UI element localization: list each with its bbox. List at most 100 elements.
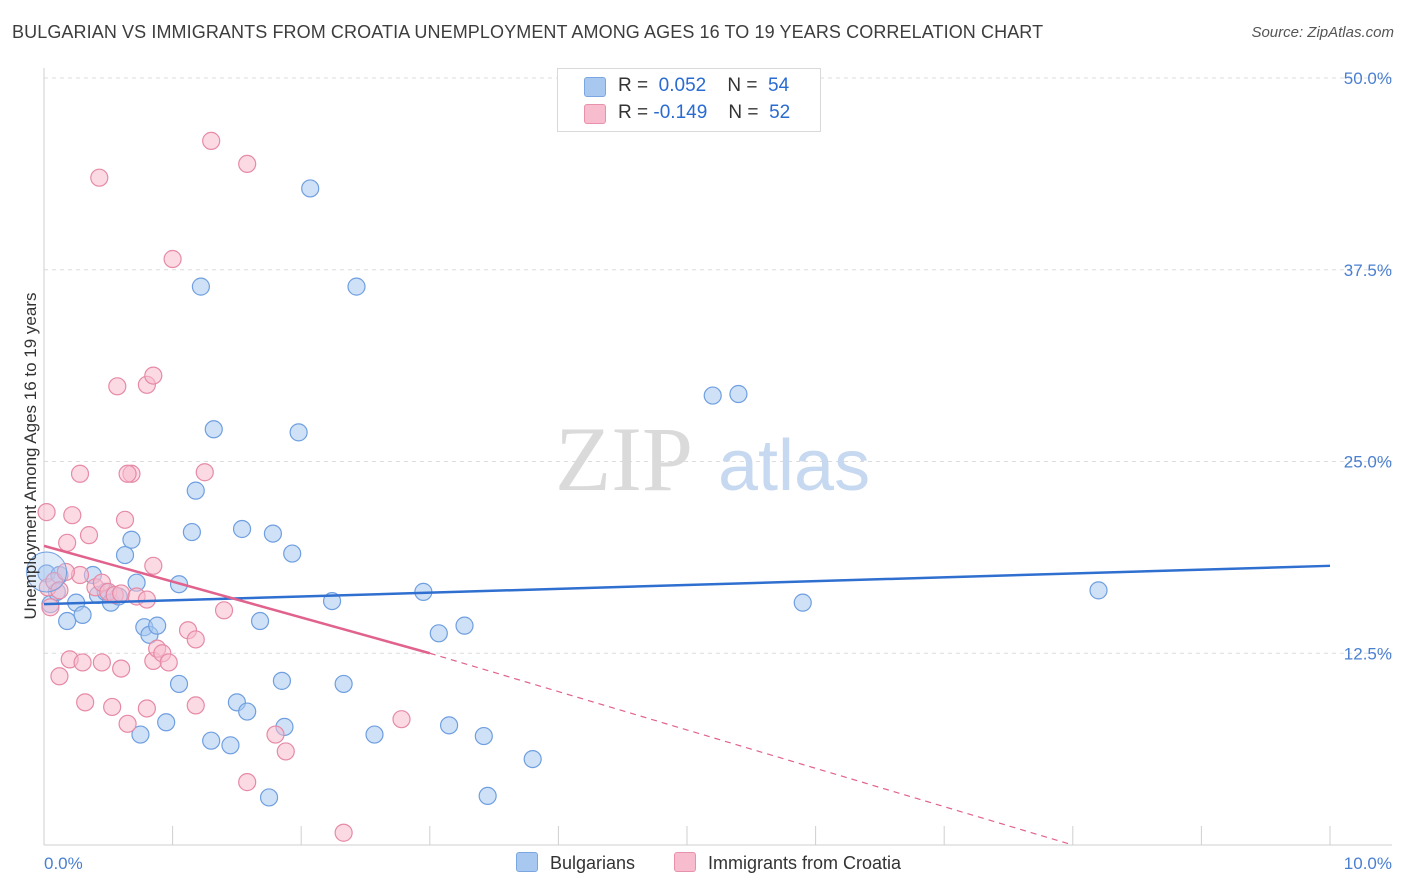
bulgarian-point [232, 519, 252, 539]
bottom-legend-swatch-bulgarians [516, 852, 538, 872]
chart-title: BULGARIAN VS IMMIGRANTS FROM CROATIA UNE… [12, 22, 1044, 42]
bulgarian-point [202, 731, 221, 750]
axes [43, 68, 1392, 846]
croatia-point [76, 693, 95, 712]
bulgarian-point [259, 788, 279, 807]
y-tick-label: 12.5% [1344, 644, 1392, 663]
legend-n-label: N = [728, 102, 759, 123]
bulgarian-point [347, 277, 366, 296]
bulgarian-point [729, 384, 748, 404]
bulgarian-point [157, 713, 176, 732]
watermark-atlas: atlas [718, 426, 870, 506]
croatia-point [108, 377, 127, 396]
y-tick-label: 25.0% [1344, 453, 1392, 472]
croatia-point [56, 562, 75, 582]
croatia-point [118, 464, 137, 483]
croatia-point [115, 510, 135, 529]
croatia-point [137, 590, 156, 609]
croatia-point [63, 506, 82, 525]
bulgarian-point [73, 605, 92, 625]
bulgarian-point [793, 593, 812, 612]
legend-r-label: R = [618, 102, 649, 123]
bulgarian-point [365, 725, 384, 744]
bulgarian-point [272, 671, 292, 690]
croatia-point [79, 526, 99, 545]
croatia-trend-line [43, 544, 431, 655]
bulgarian-point [263, 524, 283, 543]
bulgarian-point [439, 716, 459, 735]
croatia-point [392, 710, 411, 729]
legend-n-value: 54 [768, 75, 790, 96]
croatia-point [144, 556, 163, 575]
bulgarian-point [429, 624, 448, 643]
tick-labels: 12.5% 25.0% 37.5% 50.0% 0.0% 10.0% [44, 69, 1392, 873]
bottom-legend-croatia: Immigrants from Croatia [674, 852, 901, 874]
croatia-point [276, 742, 295, 761]
bulgarian-point [221, 736, 240, 755]
croatia-point [70, 464, 90, 483]
x-tick-label: 0.0% [44, 854, 83, 873]
bulgarian-point [238, 702, 257, 721]
croatia-point [50, 667, 69, 686]
croatia-point [103, 697, 122, 717]
croatia-point [214, 601, 234, 620]
bulgarian-point [182, 522, 201, 542]
bottom-legend-label: Immigrants from Croatia [708, 853, 902, 873]
croatia-point [266, 725, 285, 744]
source-label: Source: ZipAtlas.com [1251, 24, 1394, 41]
bulgarian-point [131, 725, 150, 744]
croatia-point [73, 653, 92, 672]
legend-r-value: 0.052 [658, 75, 707, 96]
legend: R = 0.052 N = 54 R = -0.149 N = 52 [557, 68, 821, 132]
croatia-point [186, 696, 205, 715]
croatia-point [137, 699, 156, 718]
bulgarian-point [250, 611, 270, 631]
bottom-legend-label: Bulgarians [550, 853, 636, 873]
bulgarian-point [58, 611, 77, 631]
croatia-point [118, 714, 137, 733]
legend-r-value: -0.149 [653, 102, 708, 123]
legend-r-label: R = [618, 75, 649, 96]
bulgarian-point [169, 674, 189, 694]
bulgarian-point [478, 786, 497, 806]
watermark-zip: ZIP [555, 408, 693, 510]
bulgarian-point [289, 423, 308, 442]
watermark: ZIP atlas [555, 408, 870, 510]
legend-swatch-croatia [584, 104, 606, 124]
croatia-point [202, 131, 221, 150]
croatia-point [90, 168, 109, 187]
croatia-point [163, 249, 182, 269]
croatia-point [238, 154, 257, 174]
bulgarian-point [474, 726, 493, 746]
croatia-point [50, 581, 69, 600]
legend-n-value: 52 [769, 102, 791, 123]
bulgarian-point [283, 544, 302, 563]
bulgarian-trend-line [43, 564, 1331, 606]
croatia-trend-extension [429, 652, 1073, 846]
bulgarian-point [115, 545, 135, 565]
trend-lines [43, 544, 1331, 846]
bulgarian-point [334, 674, 353, 694]
croatia-point [92, 653, 111, 672]
bulgarian-point [191, 277, 210, 296]
croatia-point [144, 366, 163, 385]
y-tick-label: 37.5% [1344, 261, 1392, 280]
data-points [26, 131, 1108, 842]
bulgarian-point [523, 749, 542, 769]
croatia-point [159, 653, 178, 672]
bulgarian-point-cluster [26, 551, 68, 593]
croatia-point [112, 584, 131, 603]
bulgarian-point [122, 530, 141, 549]
legend-n-label: N = [727, 75, 758, 96]
y-axis-label: Unemployment Among Ages 16 to 19 years [21, 293, 40, 620]
bulgarian-point [186, 481, 205, 500]
croatia-point [238, 773, 257, 792]
croatia-point [37, 503, 56, 522]
bulgarian-point [148, 616, 167, 635]
croatia-point [58, 533, 77, 552]
bottom-legend-swatch-croatia [674, 852, 696, 872]
bulgarian-point [455, 616, 474, 635]
bulgarian-point [204, 420, 223, 439]
croatia-point [186, 630, 205, 649]
